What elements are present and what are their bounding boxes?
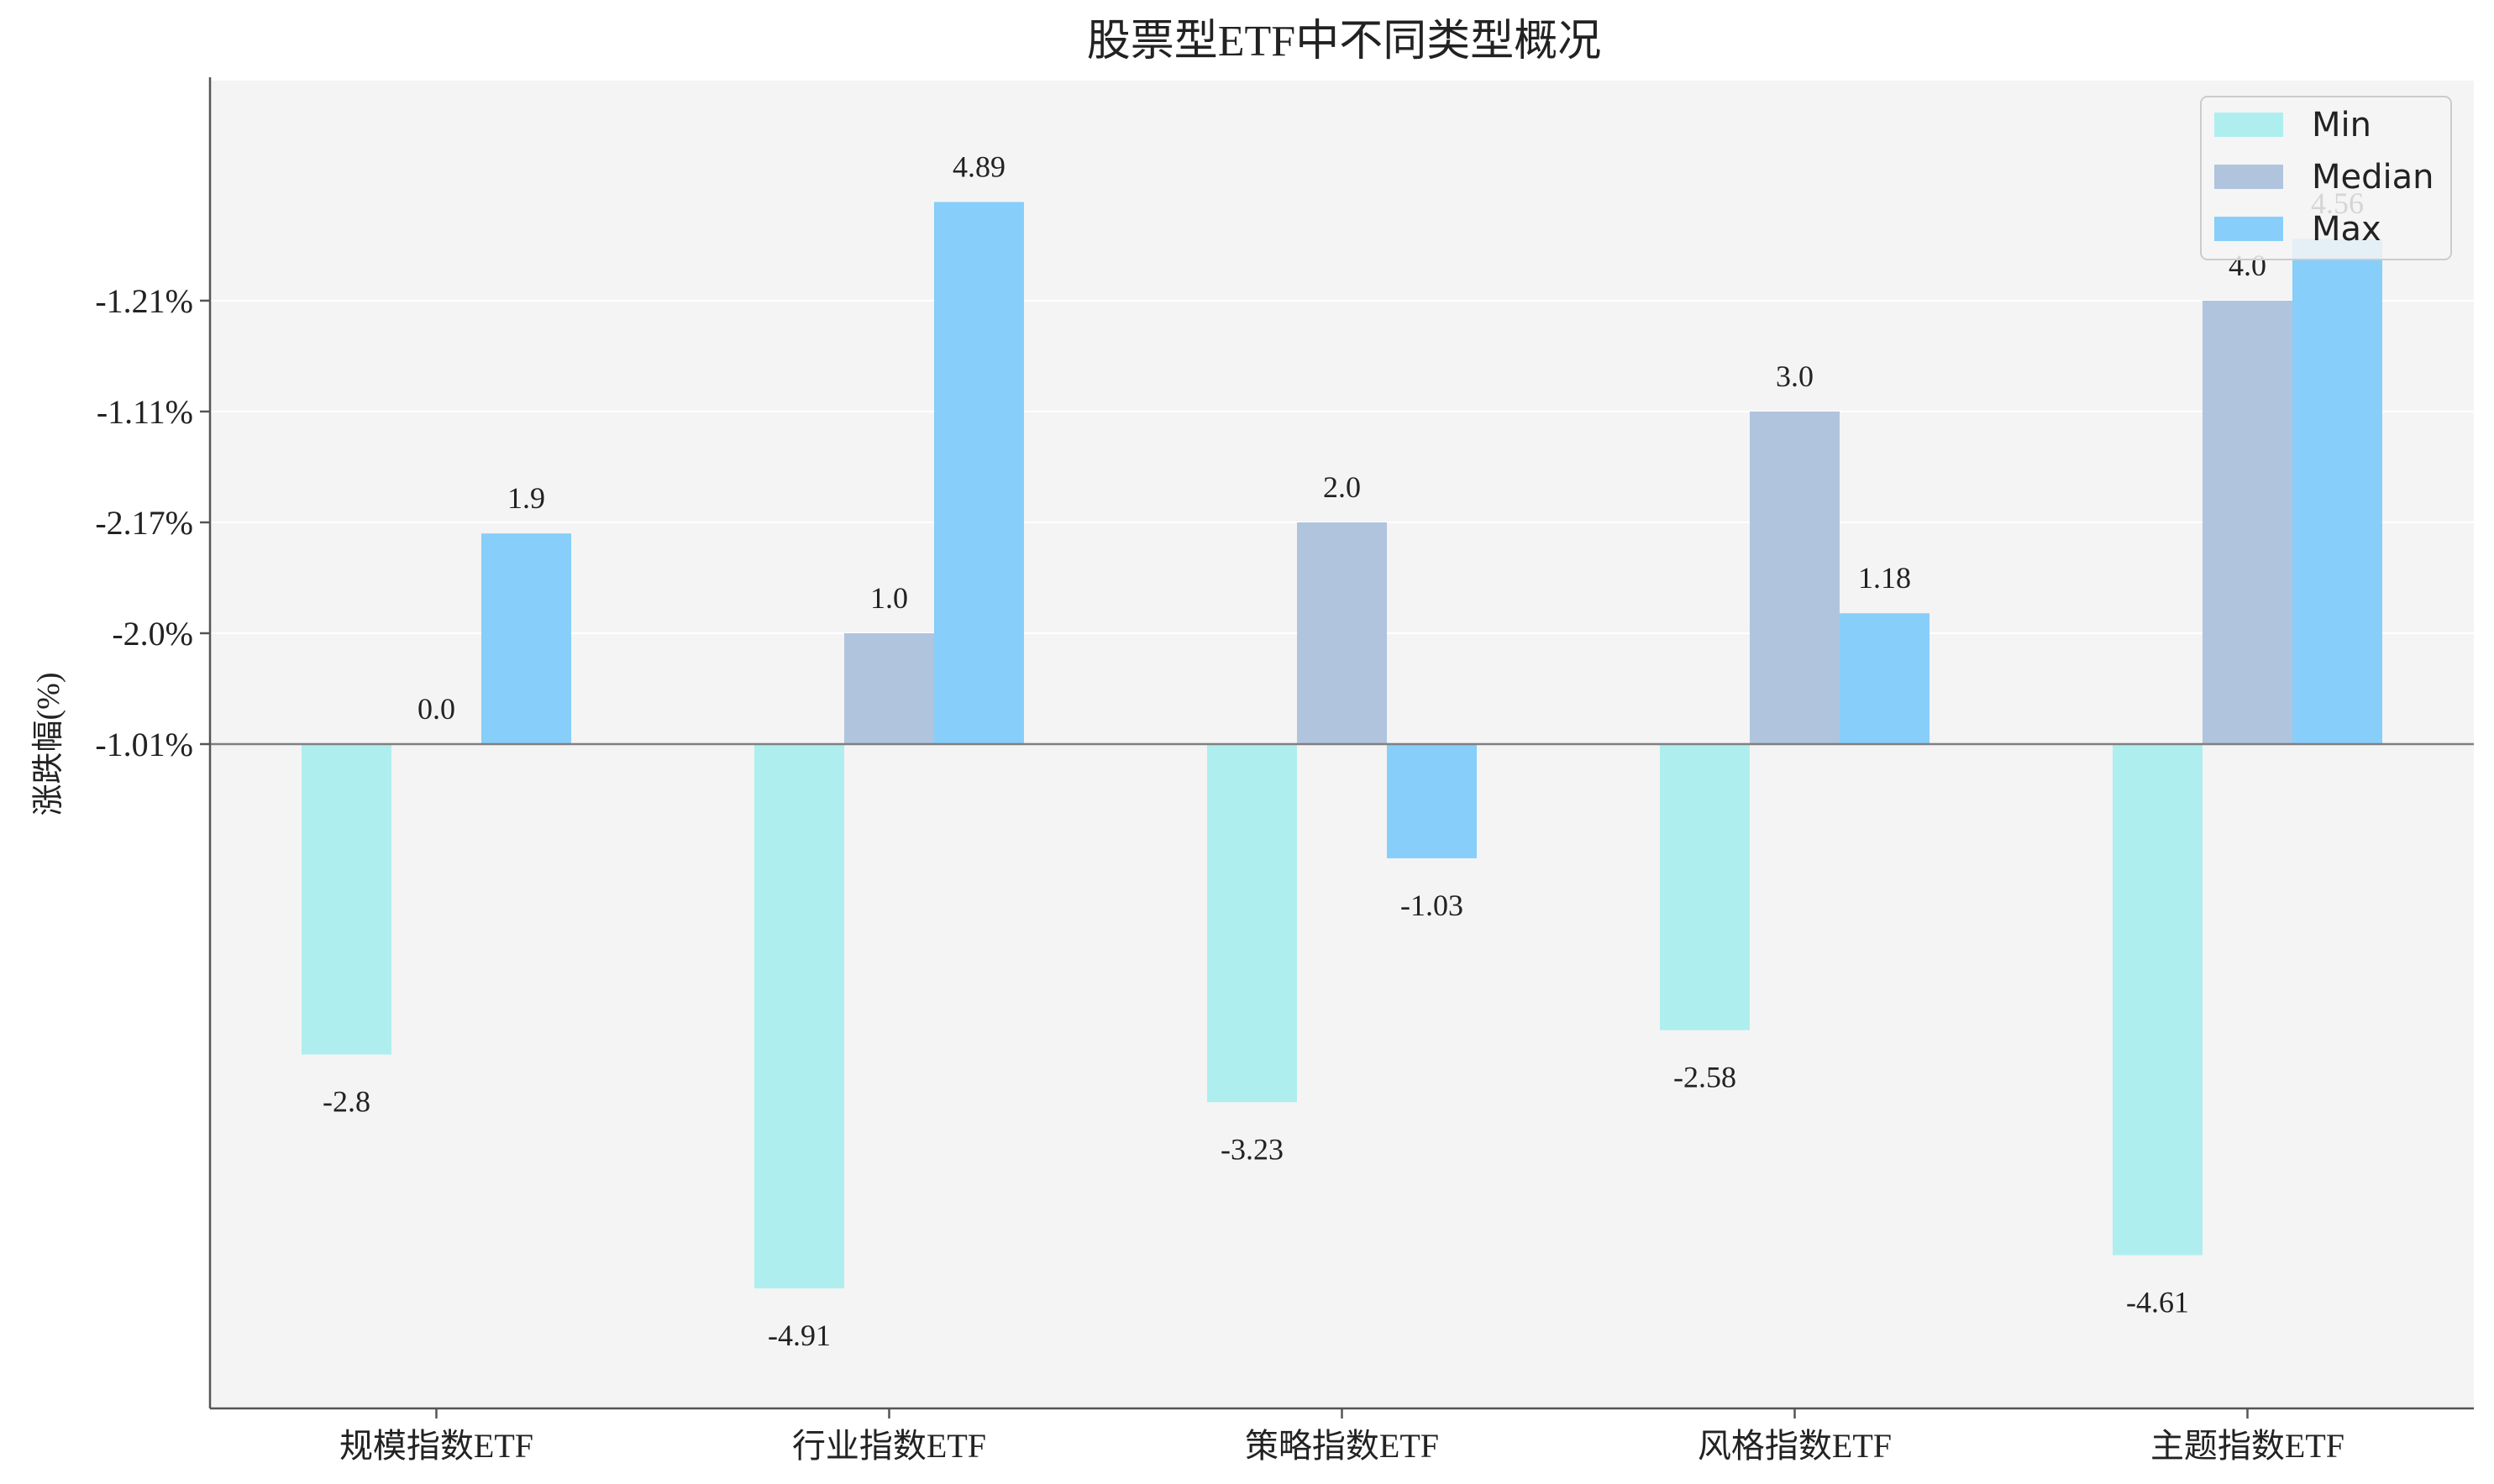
bar-min [1207, 744, 1297, 1103]
data-label: 2.0 [1323, 470, 1361, 504]
bar-median [844, 633, 934, 744]
bar-min [1660, 744, 1750, 1030]
data-label: -4.91 [768, 1319, 831, 1352]
bar-max [2292, 239, 2382, 745]
bars [302, 202, 2382, 1289]
bar-min [2113, 744, 2203, 1256]
legend-label: Min [2312, 106, 2371, 144]
data-label: 4.89 [953, 150, 1005, 184]
data-label: 1.9 [507, 481, 545, 515]
bar-max [934, 202, 1024, 744]
data-label: 3.0 [1776, 359, 1814, 393]
bar-min [302, 744, 391, 1055]
data-label: -2.58 [1673, 1061, 1736, 1094]
bar-median [2203, 301, 2292, 744]
legend: Min Median Max [2200, 96, 2452, 260]
x-tick-label: 策略指数ETF [1245, 1427, 1439, 1465]
x-tick-label: 行业指数ETF [792, 1427, 986, 1465]
data-label: 1.18 [1858, 561, 1911, 595]
bar-max [481, 533, 571, 744]
legend-label: Max [2312, 210, 2381, 249]
chart-title: 股票型ETF中不同类型概况 [1087, 18, 1601, 66]
data-label: 0.0 [417, 692, 455, 726]
data-label: -4.61 [2126, 1286, 2189, 1319]
bar-min [754, 744, 844, 1289]
legend-swatch-median [2214, 165, 2283, 189]
bar-median [1297, 522, 1387, 744]
bar-max [1840, 613, 1930, 744]
y-tick-label: -2.0% [112, 615, 193, 653]
y-tick-label: -1.01% [95, 726, 193, 763]
data-label: 1.0 [870, 581, 908, 615]
x-tick-label: 主题指数ETF [2150, 1427, 2344, 1465]
x-axis-ticks: 规模指数ETF 行业指数ETF 策略指数ETF 风格指数ETF 主题指数ETF [339, 1408, 2344, 1465]
legend-swatch-min [2214, 113, 2283, 137]
x-tick-label: 风格指数ETF [1698, 1427, 1892, 1465]
bar-max [1387, 744, 1477, 858]
legend-label: Median [2312, 158, 2434, 197]
data-label: -1.03 [1400, 889, 1463, 922]
data-label: -3.23 [1221, 1132, 1284, 1166]
bar-median [1750, 412, 1840, 744]
y-tick-label: -1.21% [95, 282, 193, 320]
x-tick-label: 规模指数ETF [339, 1427, 533, 1465]
y-tick-label: -1.11% [97, 393, 193, 431]
y-axis-ticks: -1.01% -2.0% -2.17% -1.11% -1.21% [95, 282, 210, 763]
legend-swatch-max [2214, 217, 2283, 241]
y-tick-label: -2.17% [95, 504, 193, 542]
data-label: -2.8 [323, 1085, 370, 1119]
y-axis-label: 涨跌幅(%) [31, 673, 66, 816]
